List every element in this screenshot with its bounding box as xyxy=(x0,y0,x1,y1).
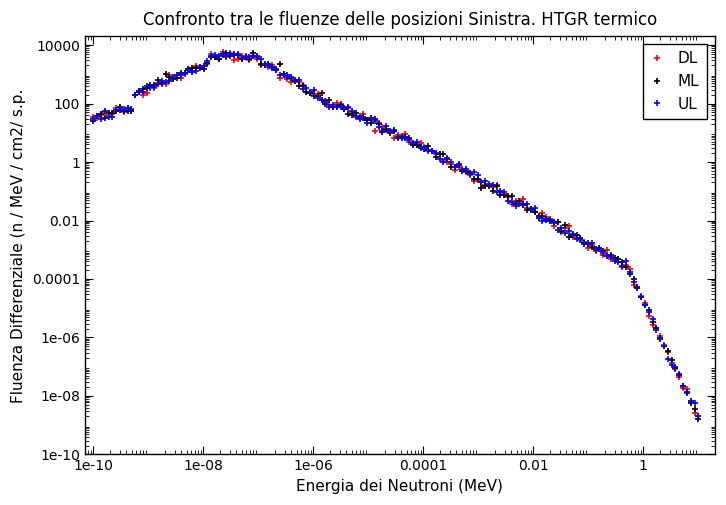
UL xyxy=(694,413,703,419)
ML xyxy=(222,50,231,56)
X-axis label: Energia dei Neutroni (MeV): Energia dei Neutroni (MeV) xyxy=(296,479,503,494)
DL xyxy=(485,183,494,189)
ML xyxy=(694,416,703,422)
UL xyxy=(89,116,98,122)
ML xyxy=(89,118,98,124)
DL xyxy=(428,147,436,154)
UL xyxy=(428,148,436,154)
DL xyxy=(264,64,273,70)
DL xyxy=(211,55,219,61)
Line: DL: DL xyxy=(90,49,702,420)
DL xyxy=(694,413,703,419)
UL xyxy=(264,62,273,68)
ML xyxy=(485,183,494,189)
ML xyxy=(587,243,596,249)
DL xyxy=(89,115,98,121)
ML xyxy=(428,148,436,154)
Title: Confronto tra le fluenze delle posizioni Sinistra. HTGR termico: Confronto tra le fluenze delle posizioni… xyxy=(143,11,657,29)
ML xyxy=(211,54,219,60)
ML xyxy=(264,62,273,68)
Line: UL: UL xyxy=(90,50,702,419)
Line: ML: ML xyxy=(90,49,702,422)
Legend: DL, ML, UL: DL, ML, UL xyxy=(643,44,707,119)
UL xyxy=(485,181,494,187)
DL xyxy=(219,49,227,56)
UL xyxy=(211,53,219,59)
UL xyxy=(226,51,234,57)
DL xyxy=(587,242,596,248)
UL xyxy=(667,362,676,368)
DL xyxy=(667,361,676,367)
ML xyxy=(667,357,676,363)
Y-axis label: Fluenza Differenziale (n / MeV / cm2/ s.p.: Fluenza Differenziale (n / MeV / cm2/ s.… xyxy=(11,88,26,402)
UL xyxy=(587,240,596,246)
